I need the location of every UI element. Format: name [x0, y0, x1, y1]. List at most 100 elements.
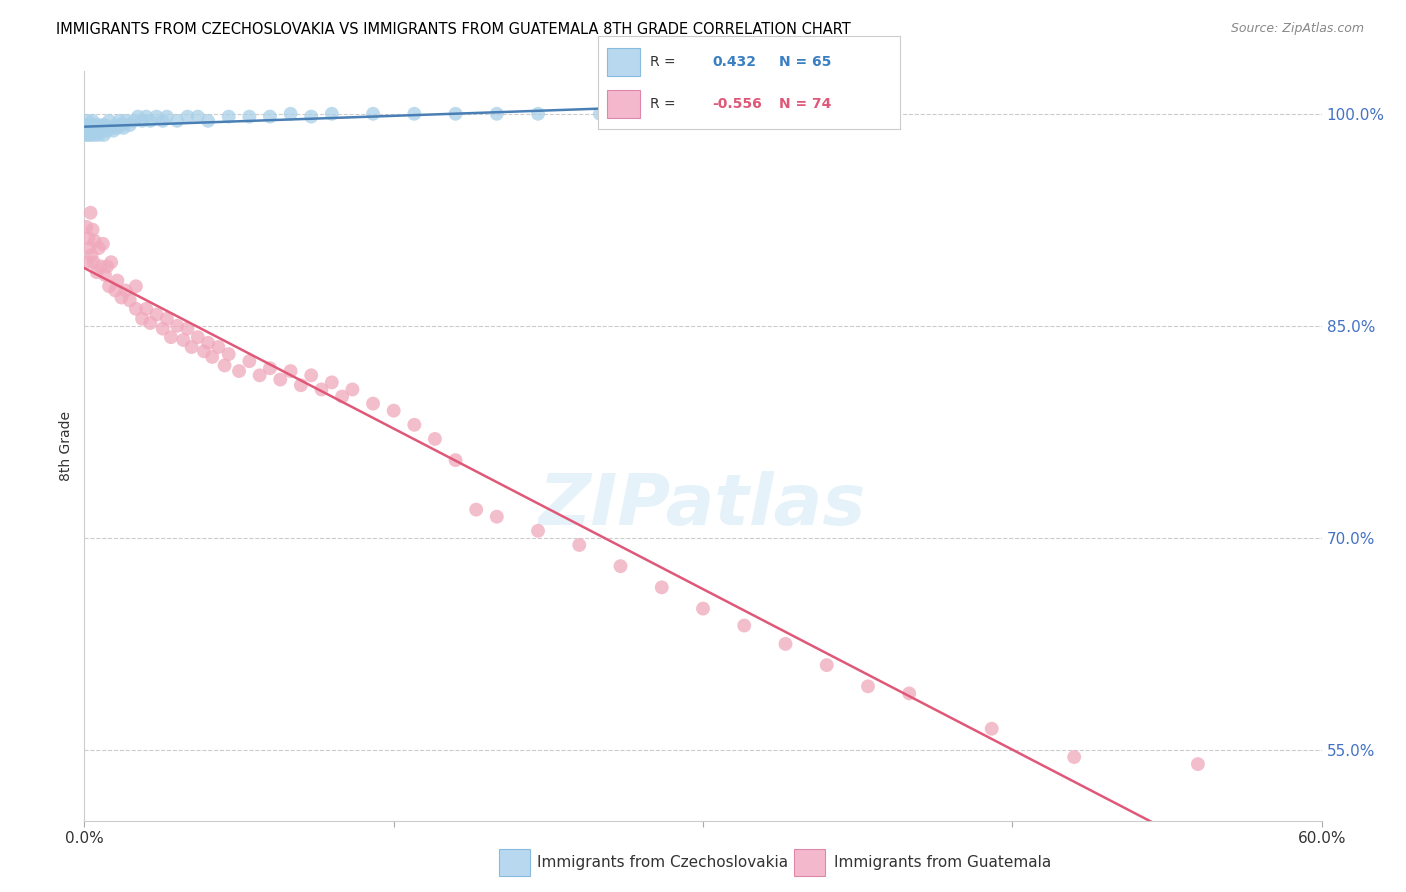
Point [444, 107, 467, 121]
Point [156, 110, 179, 124]
Point [187, 330, 209, 344]
Point [87, 241, 110, 255]
Point [135, 110, 157, 124]
Point [249, 368, 271, 383]
Point [89, 120, 111, 135]
Point [77, 128, 100, 142]
Point [83, 234, 105, 248]
Point [172, 333, 194, 347]
Point [609, 559, 631, 574]
Point [228, 364, 250, 378]
Point [90, 124, 112, 138]
Point [197, 113, 219, 128]
Text: N = 65: N = 65 [779, 55, 831, 69]
Point [93, 128, 115, 142]
Point [114, 113, 136, 128]
Point [77, 231, 100, 245]
Point [651, 580, 673, 594]
Point [299, 110, 322, 124]
Point [110, 291, 132, 305]
Point [94, 118, 117, 132]
Point [94, 268, 117, 282]
Point [83, 118, 105, 132]
Point [311, 383, 333, 397]
Point [166, 318, 188, 333]
Point [82, 124, 104, 138]
Text: N = 74: N = 74 [779, 97, 831, 111]
Point [82, 113, 104, 128]
Point [214, 359, 236, 373]
Text: R =: R = [651, 55, 676, 69]
Point [898, 686, 921, 700]
Point [98, 279, 121, 293]
Point [98, 113, 121, 128]
Point [125, 279, 148, 293]
Point [79, 205, 101, 219]
Point [733, 618, 755, 632]
Point [145, 308, 167, 322]
Point [280, 364, 302, 378]
Bar [606, 48, 640, 76]
Point [131, 113, 153, 128]
Point [775, 637, 797, 651]
Point [1063, 750, 1085, 764]
Point [76, 124, 98, 138]
Point [75, 128, 97, 142]
Point [1187, 757, 1209, 772]
Point [299, 368, 322, 383]
Point [127, 110, 149, 124]
Point [83, 128, 105, 142]
Point [82, 120, 104, 135]
Text: Source: ZipAtlas.com: Source: ZipAtlas.com [1230, 22, 1364, 36]
Point [259, 361, 281, 376]
Point [176, 110, 198, 124]
Point [90, 260, 112, 274]
Point [79, 120, 101, 135]
Point [122, 113, 145, 128]
Point [152, 321, 174, 335]
Point [156, 311, 179, 326]
Point [485, 509, 508, 524]
Point [83, 120, 105, 135]
Point [187, 110, 209, 124]
Point [193, 344, 215, 359]
Point [404, 107, 426, 121]
Text: R =: R = [651, 97, 676, 111]
Point [79, 128, 101, 142]
Point [856, 679, 879, 693]
Point [259, 110, 281, 124]
Point [980, 722, 1002, 736]
Text: -0.556: -0.556 [713, 97, 762, 111]
Point [87, 128, 110, 142]
Point [79, 124, 101, 138]
Point [96, 260, 118, 274]
Text: IMMIGRANTS FROM CZECHOSLOVAKIA VS IMMIGRANTS FROM GUATEMALA 8TH GRADE CORRELATIO: IMMIGRANTS FROM CZECHOSLOVAKIA VS IMMIGR… [56, 22, 851, 37]
Point [139, 316, 162, 330]
Point [82, 223, 104, 237]
Point [330, 390, 353, 404]
Point [180, 340, 202, 354]
Point [91, 236, 114, 251]
Point [76, 255, 98, 269]
Point [105, 120, 128, 135]
Point [118, 293, 141, 308]
Point [166, 113, 188, 128]
Point [218, 347, 240, 361]
Point [96, 124, 118, 138]
Point [404, 417, 426, 432]
Point [218, 110, 240, 124]
Point [527, 107, 550, 121]
Point [280, 107, 302, 121]
Point [145, 110, 167, 124]
Point [77, 118, 100, 132]
Point [77, 120, 100, 135]
Point [568, 538, 591, 552]
Point [125, 301, 148, 316]
Point [342, 383, 364, 397]
Y-axis label: 8th Grade: 8th Grade [59, 411, 73, 481]
Point [135, 301, 157, 316]
Point [80, 248, 103, 262]
Point [692, 107, 714, 121]
Point [84, 120, 107, 135]
Point [114, 284, 136, 298]
